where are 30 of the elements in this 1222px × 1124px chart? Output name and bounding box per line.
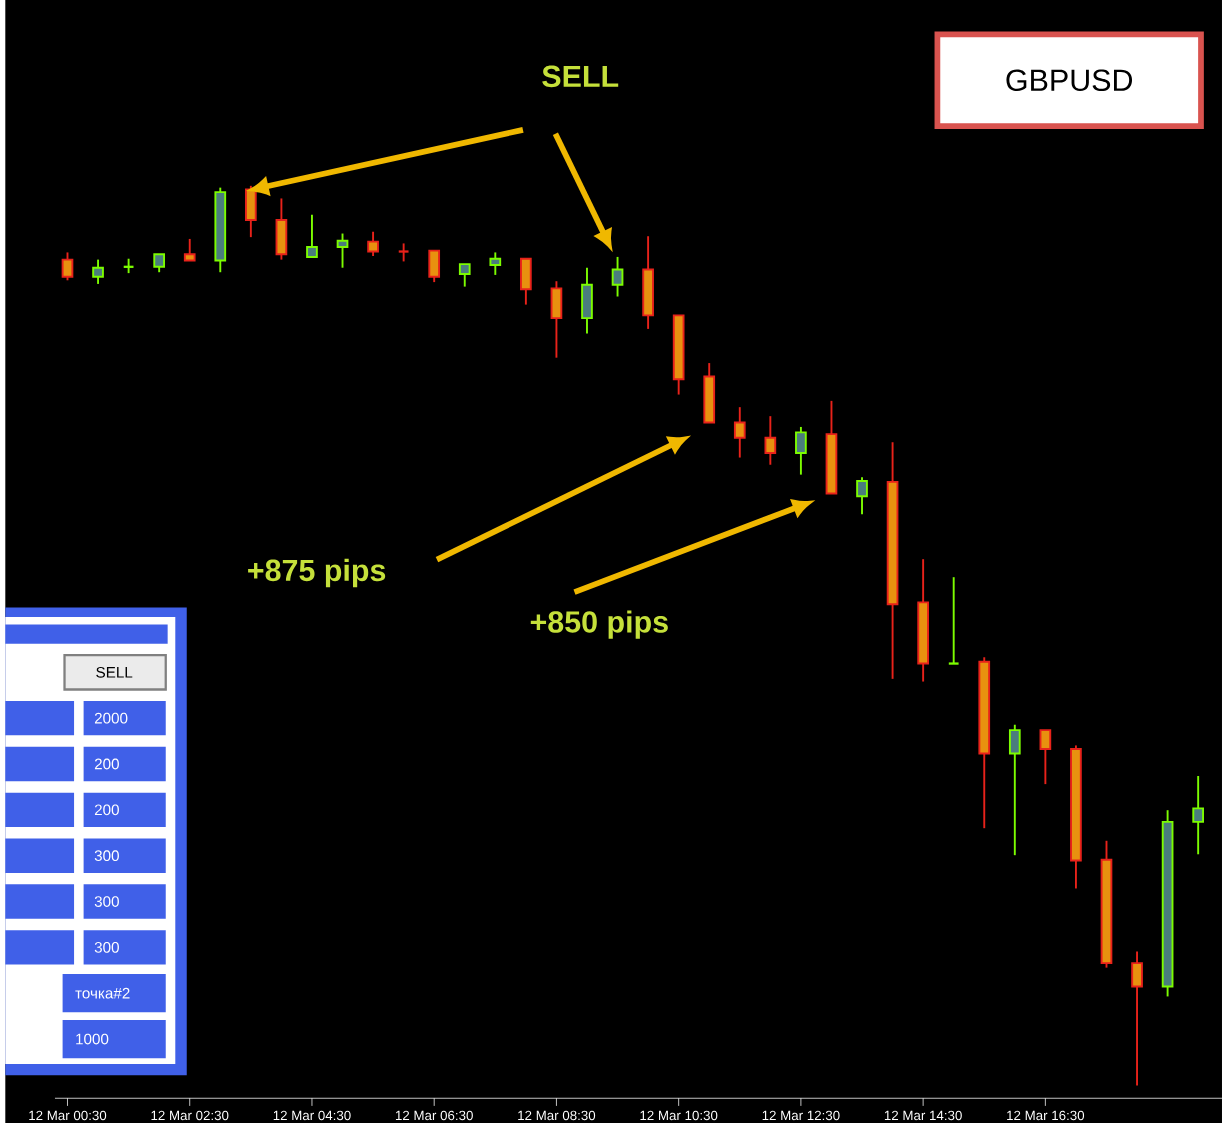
candlestick — [581, 267, 593, 335]
chart-title: GBPUSD — [1006, 69, 1133, 92]
candlestick — [1008, 724, 1021, 857]
candlestick — [489, 251, 502, 277]
candlestick — [795, 426, 807, 477]
candlestick — [642, 235, 654, 331]
candlestick — [703, 362, 716, 424]
text: SELL — [542, 66, 619, 88]
candlestick — [428, 250, 441, 284]
annotation: +875 pips — [248, 559, 386, 588]
candlestick — [856, 476, 868, 516]
candlestick — [336, 233, 349, 270]
candlestick — [92, 259, 104, 286]
candlestick — [550, 280, 563, 360]
candlestick — [1192, 775, 1205, 856]
candlestick — [61, 251, 74, 282]
annotation: +850 pips — [530, 610, 668, 640]
candlestick — [611, 256, 624, 298]
candlestick — [764, 415, 777, 467]
candlestick — [244, 185, 257, 239]
candlestick — [306, 214, 318, 259]
candlestick — [520, 258, 532, 306]
candlestick — [458, 263, 471, 289]
candlestick — [1131, 950, 1143, 1087]
candlestick — [367, 231, 379, 258]
candlestick — [947, 576, 960, 666]
candlestick — [1039, 729, 1052, 786]
candlestick — [733, 406, 746, 459]
candlestick — [183, 238, 196, 262]
candlestick — [275, 197, 288, 262]
